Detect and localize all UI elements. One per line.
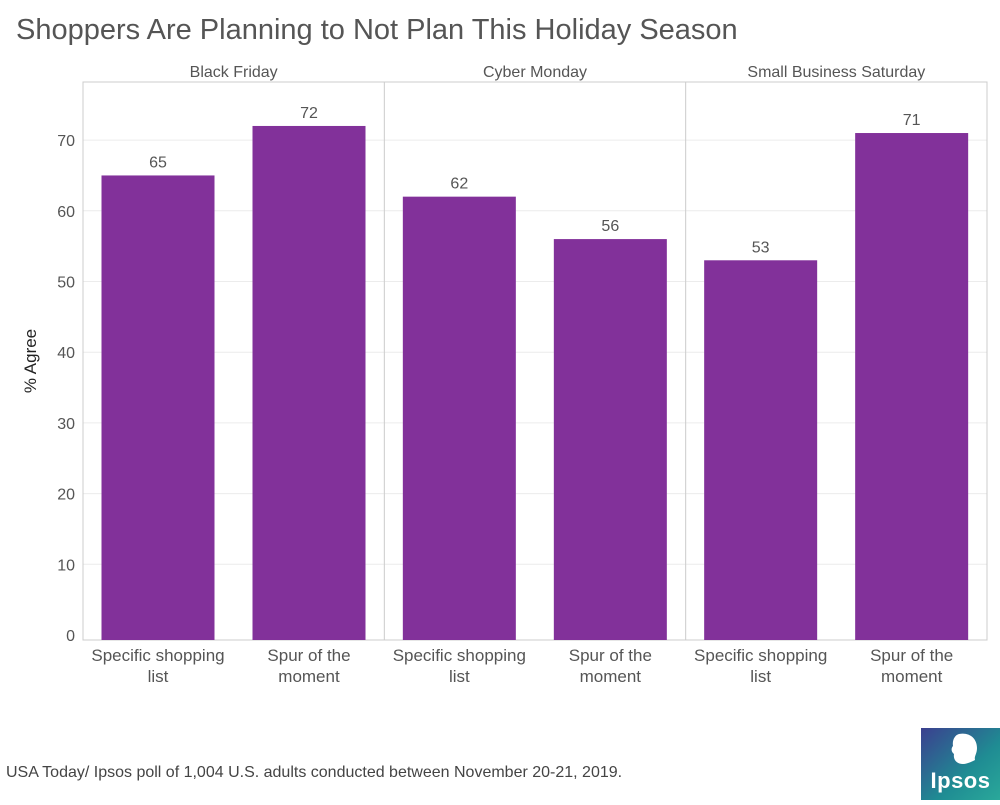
x-category-label: moment (278, 667, 340, 686)
data-label: 56 (601, 218, 619, 235)
chart-title: Shoppers Are Planning to Not Plan This H… (16, 14, 738, 46)
data-label: 65 (149, 154, 167, 171)
panel-header: Small Business Saturday (747, 64, 925, 81)
y-tick-label: 50 (57, 275, 75, 292)
x-category-label: moment (881, 667, 943, 686)
x-category-label: Spur of the (267, 646, 350, 665)
bar (101, 175, 215, 640)
ipsos-logo: Ipsos (921, 728, 1000, 800)
x-category-label: Spur of the (569, 646, 652, 665)
panel-header: Black Friday (190, 64, 278, 81)
x-category-label: list (750, 667, 771, 686)
data-label: 53 (752, 239, 770, 256)
bar (855, 133, 969, 640)
x-category-label: list (449, 667, 470, 686)
y-tick-label: 40 (57, 345, 75, 362)
y-tick-label: 10 (57, 557, 75, 574)
x-category-label: Specific shopping (694, 646, 827, 665)
bar (402, 196, 516, 640)
x-category-label: moment (580, 667, 642, 686)
y-axis-label: % Agree (21, 329, 40, 393)
x-category-label: Spur of the (870, 646, 953, 665)
plot-border (82, 81, 988, 641)
y-tick-label: 70 (57, 133, 75, 150)
head-silhouette-icon (951, 733, 977, 764)
data-label: 72 (300, 105, 318, 122)
y-tick-label: 20 (57, 487, 75, 504)
logo-text: Ipsos (930, 768, 991, 793)
footnote: USA Today/ Ipsos poll of 1,004 U.S. adul… (6, 764, 623, 781)
y-tick-label: 0 (66, 628, 75, 645)
data-label: 71 (903, 112, 921, 129)
y-tick-label: 30 (57, 416, 75, 433)
x-category-label: Specific shopping (91, 646, 224, 665)
logo-background (921, 728, 1000, 800)
bar (553, 239, 667, 640)
bar (252, 125, 366, 640)
bar-chart: 0 10 20 30 40 50 60 70 % Agree Black Friday 65 Spec… (21, 64, 988, 686)
x-category-label: Specific shopping (393, 646, 526, 665)
bar (704, 260, 818, 640)
panel-header: Cyber Monday (483, 64, 587, 81)
y-tick-label: 60 (57, 204, 75, 221)
data-label: 62 (450, 176, 468, 193)
x-category-label: list (148, 667, 169, 686)
